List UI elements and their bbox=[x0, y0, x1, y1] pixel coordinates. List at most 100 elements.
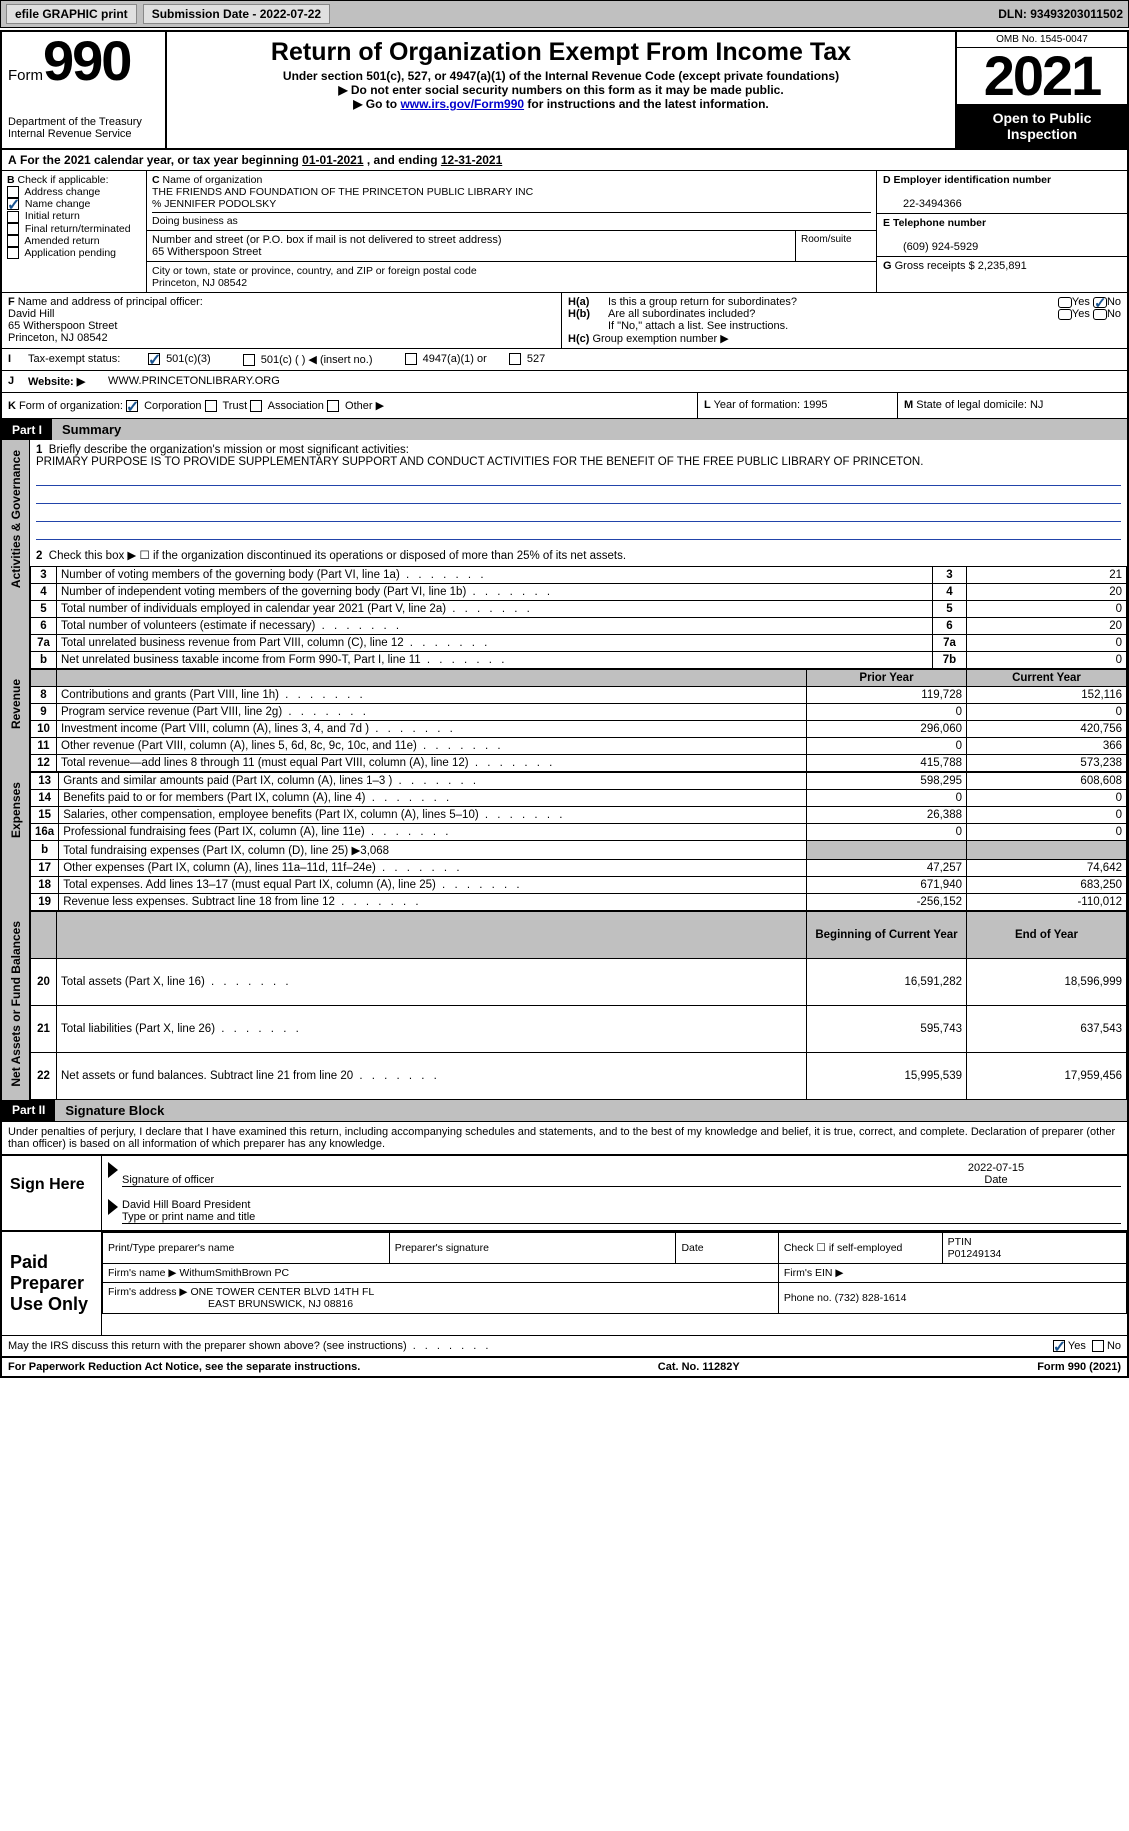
b-opt-5: Application pending bbox=[24, 247, 116, 259]
section-c: C Name of organization THE FRIENDS AND F… bbox=[147, 171, 877, 292]
self-emp-label: Check ☐ if self-employed bbox=[784, 1242, 903, 1254]
page-footer: For Paperwork Reduction Act Notice, see … bbox=[2, 1356, 1127, 1376]
527-checkbox[interactable] bbox=[509, 353, 521, 365]
trust-checkbox[interactable] bbox=[205, 400, 217, 412]
website-value: WWW.PRINCETONLIBRARY.ORG bbox=[102, 371, 286, 392]
section-a-calendar: A For the 2021 calendar year, or tax yea… bbox=[2, 150, 1127, 171]
section-i-tax-status: I Tax-exempt status: 501(c)(3) 501(c) ( … bbox=[2, 349, 1127, 371]
k-corp: Corporation bbox=[144, 400, 201, 412]
hb-label: Are all subordinates included? bbox=[608, 308, 1058, 320]
discuss-yes-checkbox[interactable] bbox=[1053, 1340, 1065, 1352]
section-j-website: J Website: ▶ WWW.PRINCETONLIBRARY.ORG bbox=[2, 371, 1127, 393]
subtitle-3: Go to www.irs.gov/Form990 for instructio… bbox=[177, 97, 945, 111]
other-checkbox[interactable] bbox=[327, 400, 339, 412]
header-center: Return of Organization Exempt From Incom… bbox=[167, 32, 957, 148]
footer-mid: Cat. No. 11282Y bbox=[658, 1361, 740, 1373]
net-table: Beginning of Current YearEnd of Year 20T… bbox=[30, 911, 1127, 1100]
dba-label: Doing business as bbox=[152, 212, 871, 227]
501c-checkbox[interactable] bbox=[243, 354, 255, 366]
l1-label: Briefly describe the organization's miss… bbox=[49, 444, 409, 456]
care-of: % JENNIFER PODOLSKY bbox=[152, 198, 276, 210]
assoc-checkbox[interactable] bbox=[250, 400, 262, 412]
k-assoc: Association bbox=[268, 400, 324, 412]
name-change-checkbox[interactable] bbox=[7, 198, 19, 210]
room-suite-label: Room/suite bbox=[796, 231, 876, 261]
sub3-post: for instructions and the latest informat… bbox=[524, 97, 769, 111]
year-formation: 1995 bbox=[803, 399, 827, 411]
part2-num: Part II bbox=[2, 1100, 55, 1120]
efile-print-button[interactable]: efile GRAPHIC print bbox=[6, 4, 137, 24]
name-pointer-icon bbox=[108, 1199, 118, 1215]
discuss-question: May the IRS discuss this return with the… bbox=[8, 1340, 1053, 1352]
phone-label: Telephone number bbox=[893, 217, 986, 229]
k-trust: Trust bbox=[222, 400, 247, 412]
b-opt-1: Name change bbox=[25, 198, 90, 210]
col-begin: Beginning of Current Year bbox=[807, 912, 967, 959]
sig-date: 2022-07-15 bbox=[968, 1162, 1024, 1174]
street-address: 65 Witherspoon Street bbox=[152, 246, 261, 258]
initial-return-checkbox[interactable] bbox=[7, 211, 19, 223]
discuss-no-checkbox[interactable] bbox=[1092, 1340, 1104, 1352]
501c3-checkbox[interactable] bbox=[148, 353, 160, 365]
form-word: Form bbox=[8, 67, 43, 84]
4947a1-checkbox[interactable] bbox=[405, 353, 417, 365]
firm-addr-label: Firm's address ▶ bbox=[108, 1286, 188, 1298]
irs-label: Internal Revenue Service bbox=[8, 128, 159, 140]
sig-officer-label: Signature of officer bbox=[122, 1174, 214, 1186]
part1-title: Summary bbox=[52, 419, 1127, 440]
sig-date-label: Date bbox=[984, 1174, 1007, 1186]
line-1-mission: 1 Briefly describe the organization's mi… bbox=[30, 440, 1127, 544]
b-opt-2: Initial return bbox=[25, 210, 80, 222]
ptin-value: P01249134 bbox=[948, 1248, 1002, 1260]
paid-preparer-block: Paid Preparer Use Only Print/Type prepar… bbox=[2, 1230, 1127, 1335]
addr-label: Number and street (or P.O. box if mail i… bbox=[152, 234, 502, 246]
tax-year: 2021 bbox=[957, 48, 1127, 104]
form990-link[interactable]: www.irs.gov/Form990 bbox=[400, 97, 524, 111]
sign-here-block: Sign Here Signature of officer 2022-07-1… bbox=[2, 1154, 1127, 1230]
side-gov: Activities & Governance bbox=[2, 440, 30, 669]
rev-section: Revenue Prior YearCurrent Year 8Contribu… bbox=[2, 669, 1127, 772]
gov-section: Activities & Governance 1 Briefly descri… bbox=[2, 440, 1127, 669]
sign-here-label: Sign Here bbox=[2, 1156, 102, 1230]
final-return-checkbox[interactable] bbox=[7, 223, 19, 235]
b-opt-3: Final return/terminated bbox=[25, 223, 131, 235]
amended-return-checkbox[interactable] bbox=[7, 235, 19, 247]
cal-end: 12-31-2021 bbox=[441, 153, 502, 167]
form-number: 990 bbox=[43, 29, 130, 92]
officer-addr2: Princeton, NJ 08542 bbox=[8, 332, 108, 344]
part1-num: Part I bbox=[2, 420, 52, 440]
officer-addr1: 65 Witherspoon Street bbox=[8, 320, 117, 332]
ha-yes-checkbox[interactable] bbox=[1058, 297, 1072, 308]
officer-print-name: David Hill Board President bbox=[122, 1199, 250, 1211]
submission-date-button[interactable]: Submission Date - 2022-07-22 bbox=[143, 4, 330, 24]
paid-preparer-table: Print/Type preparer's name Preparer's si… bbox=[102, 1232, 1127, 1314]
officer-name: David Hill bbox=[8, 308, 54, 320]
l2-text: Check this box ▶ ☐ if the organization d… bbox=[49, 550, 626, 562]
hb-no-checkbox[interactable] bbox=[1093, 309, 1107, 320]
firm-phone: (732) 828-1614 bbox=[835, 1292, 907, 1304]
line-2: 2 Check this box ▶ ☐ if the organization… bbox=[30, 544, 1127, 566]
ha-label: Is this a group return for subordinates? bbox=[608, 296, 1058, 308]
firm-addr2: EAST BRUNSWICK, NJ 08816 bbox=[108, 1298, 353, 1310]
ha-no-checkbox[interactable] bbox=[1093, 297, 1107, 308]
paid-preparer-label: Paid Preparer Use Only bbox=[2, 1232, 102, 1335]
part2-title: Signature Block bbox=[55, 1100, 1127, 1121]
irs-discuss-row: May the IRS discuss this return with the… bbox=[2, 1335, 1127, 1356]
part-1-header: Part I Summary bbox=[2, 419, 1127, 440]
signature-pointer-icon bbox=[108, 1162, 118, 1178]
header-left: Form990 Department of the Treasury Inter… bbox=[2, 32, 167, 148]
gov-table: 3Number of voting members of the governi… bbox=[30, 566, 1127, 669]
penalties-declaration: Under penalties of perjury, I declare th… bbox=[2, 1121, 1127, 1154]
header-right: OMB No. 1545-0047 2021 Open to Public In… bbox=[957, 32, 1127, 148]
pn-label: Print/Type preparer's name bbox=[108, 1242, 234, 1254]
submission-date: 2022-07-22 bbox=[260, 7, 321, 21]
corp-checkbox[interactable] bbox=[126, 400, 138, 412]
hb-yes-checkbox[interactable] bbox=[1058, 309, 1072, 320]
dln-display: DLN: 93493203011502 bbox=[998, 7, 1123, 21]
k-other: Other ▶ bbox=[345, 400, 384, 412]
side-exp: Expenses bbox=[2, 772, 30, 911]
application-pending-checkbox[interactable] bbox=[7, 247, 19, 259]
c-name-lbl: Name of organization bbox=[163, 174, 263, 186]
part-2-header: Part II Signature Block bbox=[2, 1100, 1127, 1121]
exp-section: Expenses 13Grants and similar amounts pa… bbox=[2, 772, 1127, 911]
